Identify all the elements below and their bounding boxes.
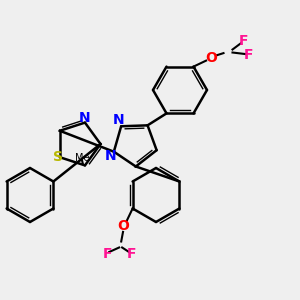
Text: O: O	[206, 51, 218, 64]
Text: F: F	[126, 247, 136, 260]
Text: S: S	[53, 150, 63, 164]
Text: Me: Me	[75, 153, 89, 163]
Text: F: F	[102, 247, 112, 260]
Text: F: F	[238, 34, 248, 48]
Text: N: N	[112, 113, 124, 127]
Text: F: F	[244, 48, 254, 62]
Text: N: N	[79, 111, 91, 125]
Text: N: N	[105, 149, 117, 163]
Text: O: O	[118, 220, 130, 233]
